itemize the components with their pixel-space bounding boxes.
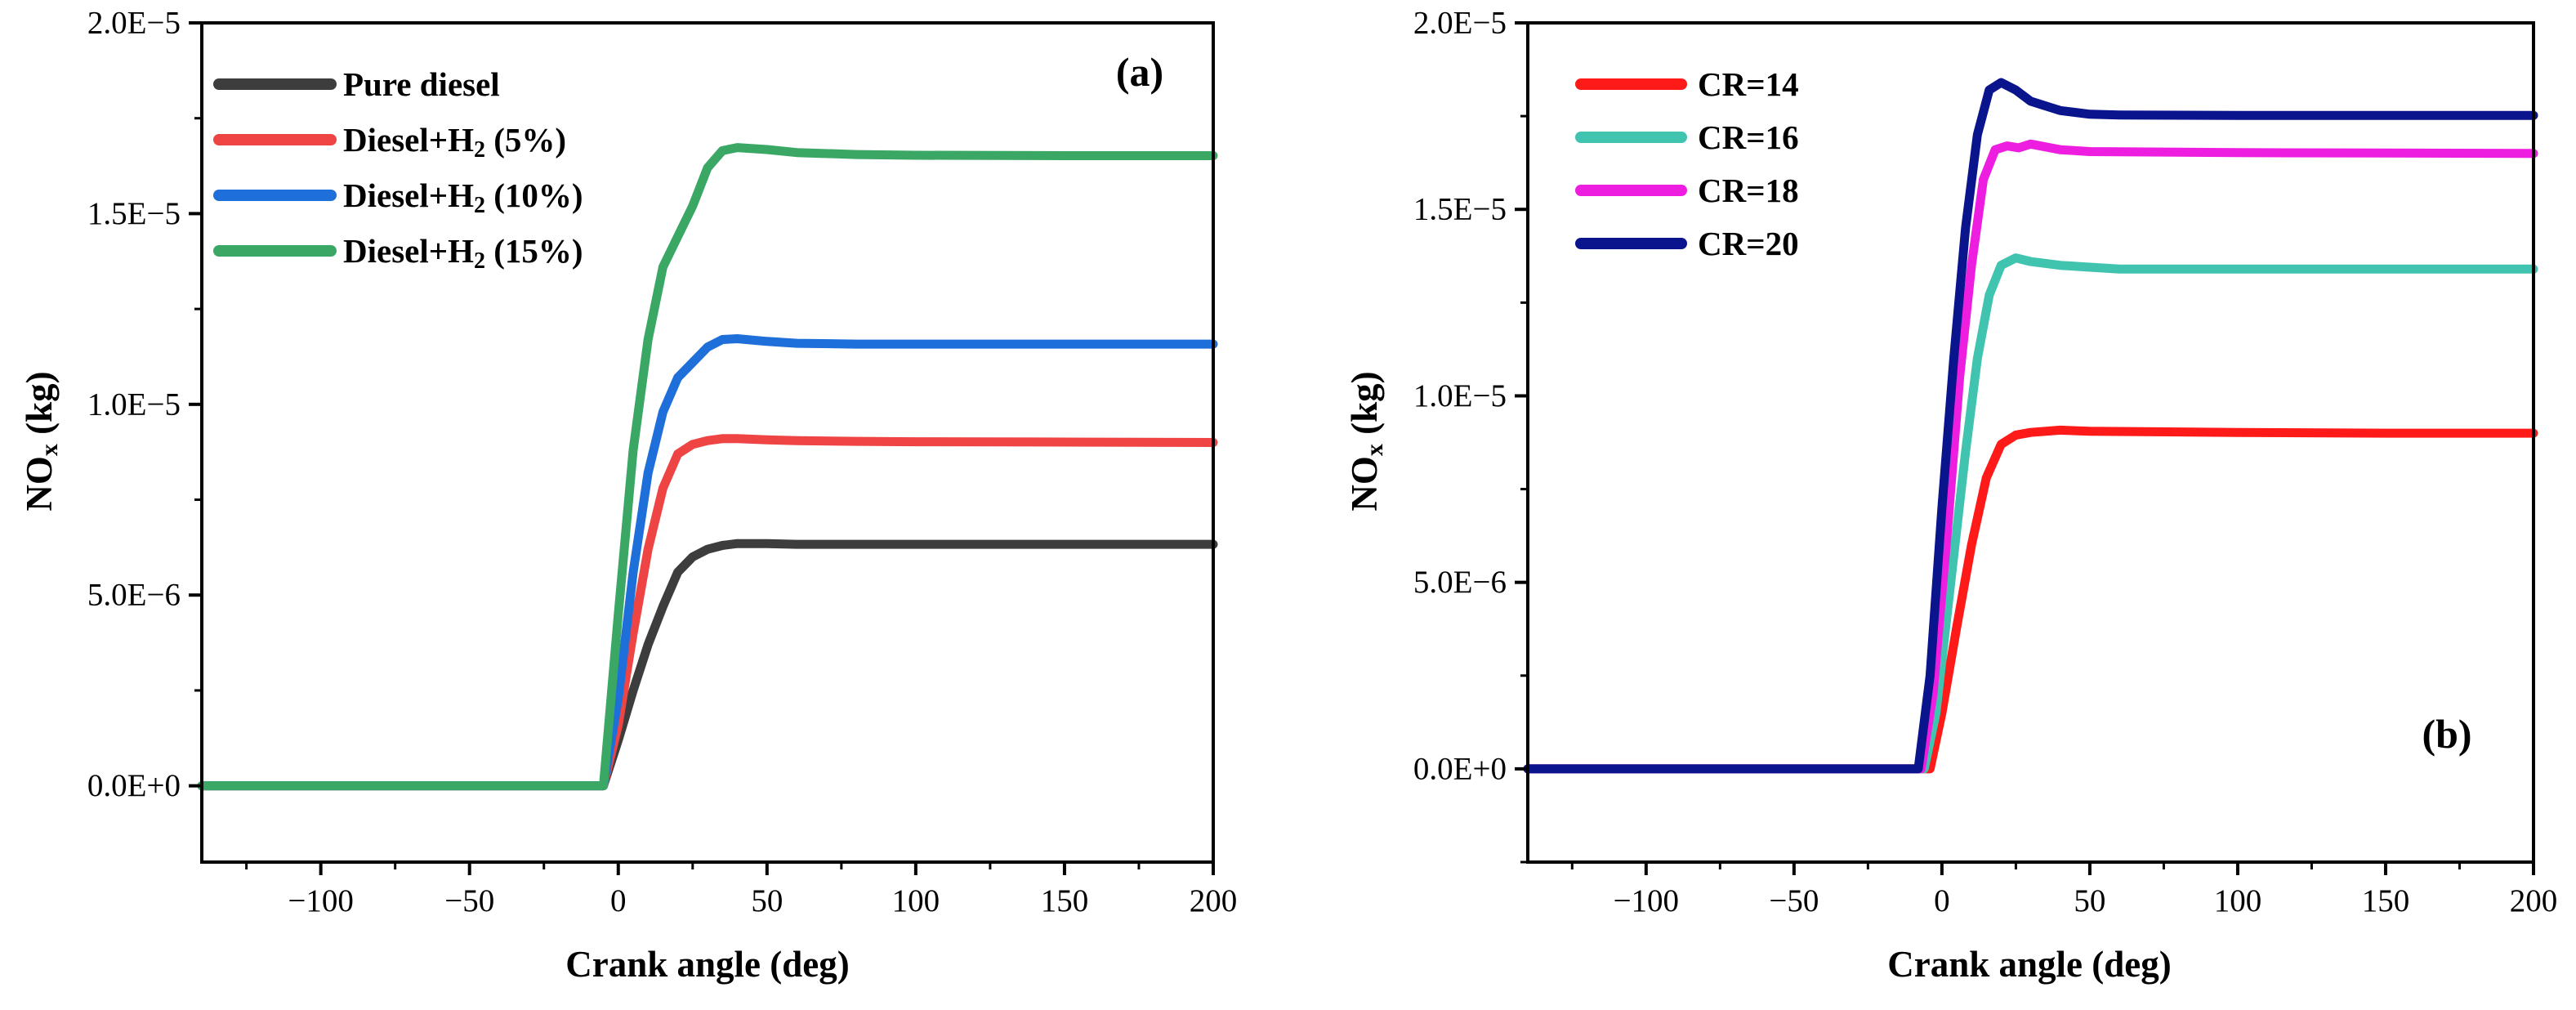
series-line-cr-14 bbox=[1523, 425, 2538, 774]
y-axis-title-sub: x bbox=[1361, 444, 1388, 456]
y-axis-title: NOx (kg) bbox=[19, 371, 63, 511]
x-tick-label: 100 bbox=[892, 883, 940, 918]
x-tick-label: −100 bbox=[1614, 883, 1680, 918]
legend-label-text: Pure diesel bbox=[343, 65, 500, 103]
chart-panel-a: −100 −50 0 50 100 150 200 0.0E+0 5.0E−6 1.0E−5 1.5… bbox=[19, 6, 1237, 985]
y-tick-label: 5.0E−6 bbox=[1413, 565, 1507, 600]
y-tick-label: 1.5E−5 bbox=[1413, 192, 1507, 227]
x-tick-label: −100 bbox=[288, 883, 354, 918]
legend-label-text: CR=18 bbox=[1698, 172, 1799, 209]
y-tick-label: 1.5E−5 bbox=[87, 196, 181, 231]
y-tick-label: 2.0E−5 bbox=[1413, 6, 1507, 41]
x-tick-label: 0 bbox=[1934, 883, 1950, 918]
legend-label: CR=14 bbox=[1698, 65, 1799, 103]
legend-label-sub: 2 bbox=[474, 193, 485, 218]
x-tick-label: 200 bbox=[1190, 883, 1238, 918]
legend-label-sub: 2 bbox=[474, 248, 485, 274]
legend-label-sub: 2 bbox=[474, 137, 485, 163]
x-tick-label: 50 bbox=[2074, 883, 2105, 918]
y-tick-label: 1.0E−5 bbox=[1413, 378, 1507, 413]
series-line-diesel-h2-5- bbox=[197, 434, 1218, 791]
series-line-cr-20 bbox=[1523, 78, 2538, 774]
y-tick-label: 2.0E−5 bbox=[87, 6, 181, 41]
legend-label-text: CR=20 bbox=[1698, 225, 1799, 262]
x-tick-label: 100 bbox=[2214, 883, 2262, 918]
y-axis-title-sub: x bbox=[36, 444, 63, 456]
plot-frame bbox=[200, 21, 1215, 864]
legend-label-text: CR=14 bbox=[1698, 65, 1799, 103]
legend-label-post: (10%) bbox=[485, 177, 583, 214]
plot-frame bbox=[1526, 21, 2535, 864]
chart-panel-b: −100 −50 0 50 100 150 200 0.0E+0 5.0E−6 1.0E−5 1.5… bbox=[1344, 6, 2557, 985]
y-axis-title-main: NO bbox=[1344, 456, 1385, 512]
legend: CR=14 CR=16 CR=18 CR=20 bbox=[1575, 65, 1799, 262]
legend-label: Diesel+H2 (5%) bbox=[343, 121, 566, 163]
x-tick-label: 200 bbox=[2510, 883, 2558, 918]
legend-label-text: Diesel+H bbox=[343, 121, 474, 159]
x-tick-label: 50 bbox=[751, 883, 783, 918]
y-axis-title-unit: (kg) bbox=[1344, 371, 1385, 444]
y-axis-title-main: NO bbox=[19, 456, 60, 512]
y-axis-title-unit: (kg) bbox=[19, 371, 60, 444]
series-line-cr-18 bbox=[1523, 139, 2538, 774]
series-line-cr-16 bbox=[1523, 253, 2538, 774]
legend-label-text: CR=16 bbox=[1698, 118, 1799, 156]
y-tick-label: 0.0E+0 bbox=[1413, 751, 1507, 786]
panel-label: (a) bbox=[1116, 49, 1163, 95]
legend-label: CR=16 bbox=[1698, 118, 1799, 156]
y-tick-label: 1.0E−5 bbox=[87, 387, 181, 422]
series-line-diesel-h2-10- bbox=[197, 334, 1218, 791]
x-axis-title: Crank angle (deg) bbox=[565, 944, 850, 985]
x-tick-label: 150 bbox=[1041, 883, 1089, 918]
legend-label: Pure diesel bbox=[343, 65, 500, 103]
legend-label-post: (15%) bbox=[485, 232, 583, 270]
legend-label: Diesel+H2 (10%) bbox=[343, 177, 583, 218]
legend-label: CR=20 bbox=[1698, 225, 1799, 262]
legend-label-text: Diesel+H bbox=[343, 177, 474, 214]
x-tick-label: −50 bbox=[1769, 883, 1819, 918]
y-tick-label: 5.0E−6 bbox=[87, 578, 181, 613]
legend-label: Diesel+H2 (15%) bbox=[343, 232, 583, 274]
panel-label: (b) bbox=[2422, 711, 2471, 757]
x-axis-title: Crank angle (deg) bbox=[1887, 944, 2172, 985]
y-axis-title: NOx (kg) bbox=[1344, 371, 1388, 511]
x-tick-label: 150 bbox=[2362, 883, 2410, 918]
series-line-pure-diesel bbox=[197, 539, 1218, 791]
legend-label-post: (5%) bbox=[485, 121, 566, 159]
legend-label-text: Diesel+H bbox=[343, 232, 474, 270]
legend-label: CR=18 bbox=[1698, 172, 1799, 209]
y-tick-label: 0.0E+0 bbox=[87, 768, 181, 803]
x-tick-label: −50 bbox=[444, 883, 494, 918]
x-tick-label: 0 bbox=[610, 883, 627, 918]
series-line-diesel-h2-15- bbox=[197, 143, 1218, 791]
